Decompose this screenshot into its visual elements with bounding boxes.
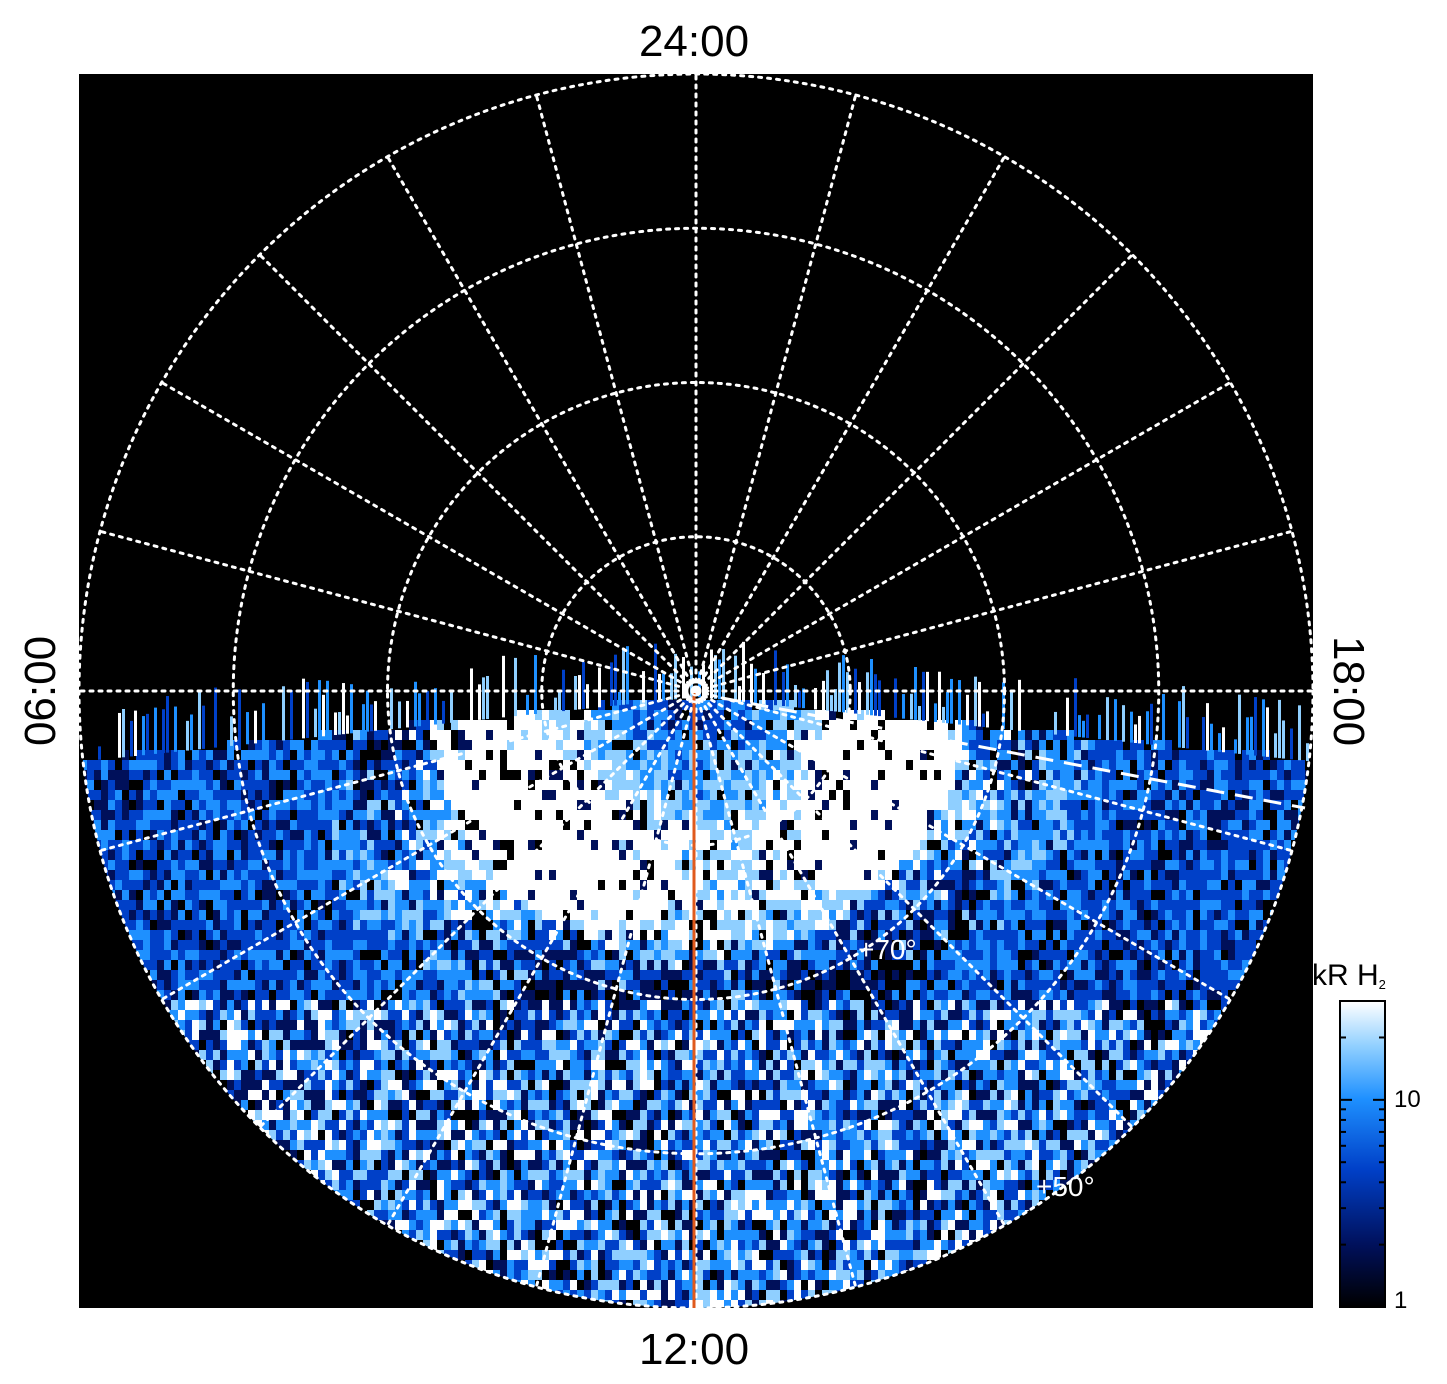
local-time-label-right: 18:00 — [1324, 636, 1373, 746]
local-time-meridian — [534, 689, 698, 1289]
local-time-meridian — [534, 93, 698, 693]
pole-marker-inner — [690, 685, 702, 697]
local-time-meridian — [694, 253, 1134, 693]
colorbar-tick-label-10: 10 — [1394, 1086, 1421, 1113]
local-time-meridian — [160, 689, 698, 1001]
local-time-label-bottom: 12:00 — [639, 1325, 749, 1374]
local-time-meridian — [694, 689, 1006, 1227]
local-time-meridian — [386, 689, 698, 1227]
local-time-meridian — [694, 529, 1294, 693]
latitude-label-70: +70° — [858, 934, 917, 965]
latitude-longitude-grid — [77, 72, 1315, 1310]
colorbar-label: kR H2 — [1312, 959, 1386, 992]
colorbar-ticks — [1340, 1000, 1385, 1308]
local-time-meridian — [694, 689, 1294, 853]
latitude-label-50: +50° — [1036, 1171, 1095, 1202]
local-time-meridian — [694, 689, 1232, 1001]
local-time-meridian — [98, 529, 698, 693]
terminator-dashed-line — [721, 696, 1306, 810]
emission-map — [80, 641, 1312, 1308]
colorbar-label-main: kR H — [1312, 959, 1379, 992]
colorbar-label-subscript: 2 — [1379, 977, 1386, 992]
latitude-circle-50 — [77, 72, 1315, 1310]
local-time-meridian — [258, 253, 698, 693]
local-time-label-left: 06:00 — [16, 636, 65, 746]
local-time-label-top: 24:00 — [639, 17, 749, 66]
local-time-meridian — [258, 689, 698, 1129]
local-time-meridian — [98, 689, 698, 853]
local-time-meridian — [694, 93, 858, 693]
emission-cells — [80, 641, 1312, 1308]
local-time-meridian — [694, 689, 858, 1289]
colorbar-gradient — [1339, 1000, 1386, 1308]
colorbar-tick-label-1: 1 — [1394, 1287, 1407, 1314]
colorbar: kR H2 1 10 — [1312, 959, 1421, 1314]
local-time-meridian — [694, 381, 1232, 693]
pole-marker-outer — [683, 678, 709, 704]
local-time-meridian — [694, 155, 1006, 693]
local-time-meridian — [694, 689, 1134, 1129]
local-time-meridian — [386, 155, 698, 693]
local-time-meridian — [160, 381, 698, 693]
